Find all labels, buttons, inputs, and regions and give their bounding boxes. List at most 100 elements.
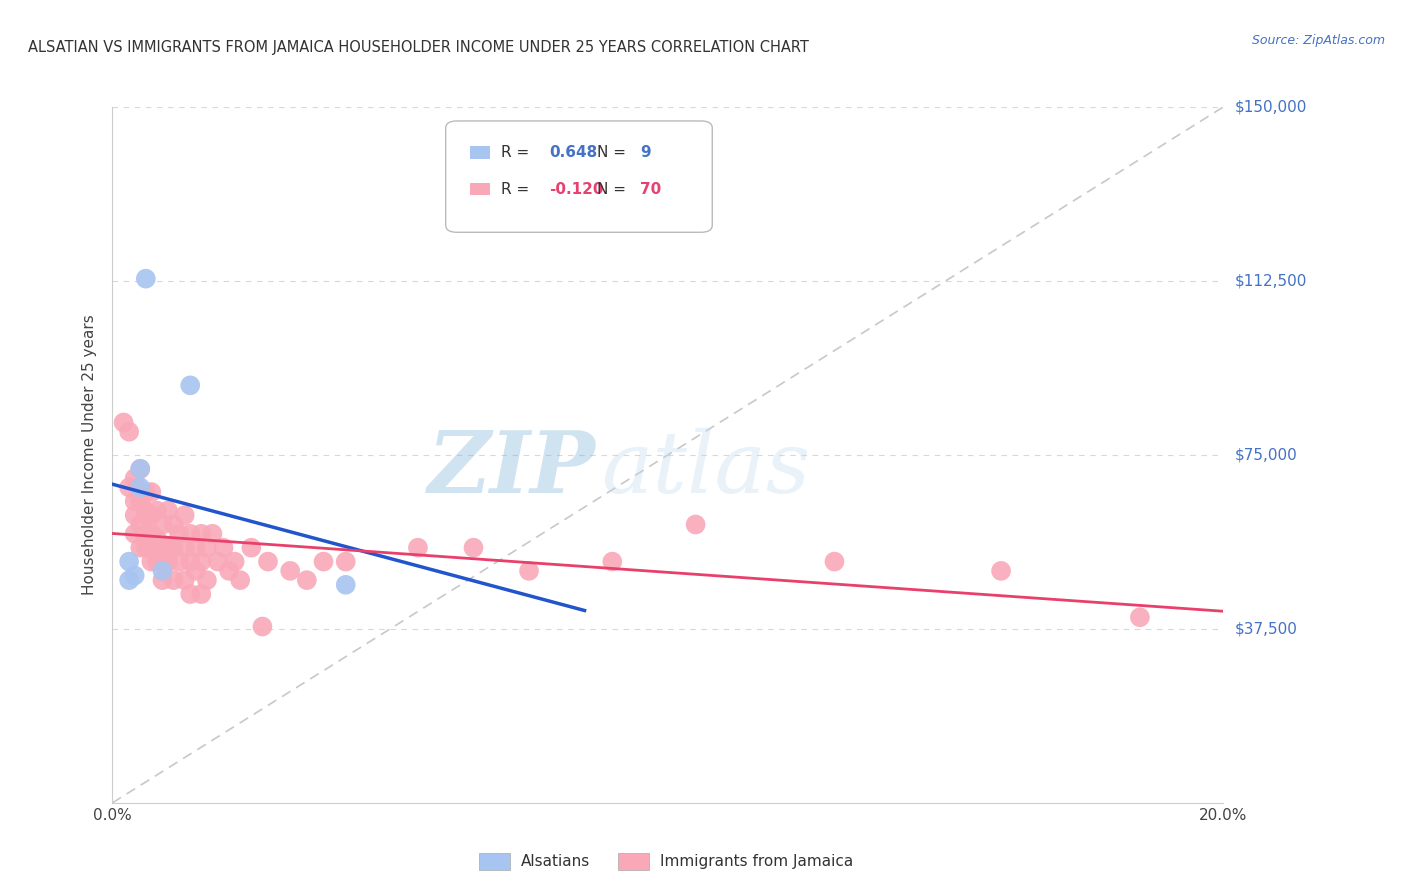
Point <box>257 555 280 569</box>
Bar <box>617 853 650 871</box>
Point <box>129 517 152 532</box>
Bar <box>479 853 510 871</box>
Point <box>157 555 180 569</box>
Point <box>141 541 163 555</box>
Point <box>602 555 624 569</box>
Point <box>152 573 174 587</box>
Point <box>335 555 357 569</box>
Text: 0.648: 0.648 <box>548 145 598 160</box>
Point <box>517 564 540 578</box>
Point <box>201 526 224 541</box>
Point <box>224 555 246 569</box>
Point <box>157 541 180 555</box>
Point <box>146 532 169 546</box>
Point <box>173 508 195 523</box>
FancyBboxPatch shape <box>446 121 713 232</box>
Point <box>135 503 157 517</box>
Point <box>152 564 174 578</box>
Text: R =: R = <box>501 182 534 196</box>
Point <box>278 564 301 578</box>
Point <box>184 564 207 578</box>
Text: ALSATIAN VS IMMIGRANTS FROM JAMAICA HOUSEHOLDER INCOME UNDER 25 YEARS CORRELATIO: ALSATIAN VS IMMIGRANTS FROM JAMAICA HOUS… <box>28 40 808 55</box>
Point <box>335 578 357 592</box>
Point <box>190 555 212 569</box>
Point <box>141 555 163 569</box>
Point <box>212 541 235 555</box>
Point <box>179 555 201 569</box>
Point <box>129 541 152 555</box>
Point <box>162 517 184 532</box>
Point <box>152 541 174 555</box>
Text: $37,500: $37,500 <box>1234 622 1298 636</box>
Text: $112,500: $112,500 <box>1234 274 1306 288</box>
Point <box>112 416 135 430</box>
Point <box>135 508 157 523</box>
Point <box>124 471 146 485</box>
Bar <box>470 146 491 159</box>
Point <box>406 541 429 555</box>
Point <box>118 425 141 439</box>
Point <box>135 485 157 500</box>
Point <box>124 568 146 582</box>
Point <box>118 555 141 569</box>
Point <box>162 541 184 555</box>
Point <box>190 587 212 601</box>
Point <box>463 541 485 555</box>
Point <box>173 573 195 587</box>
Point <box>135 541 157 555</box>
Point <box>173 541 195 555</box>
Text: atlas: atlas <box>602 427 810 510</box>
Point <box>184 541 207 555</box>
Point <box>141 508 163 523</box>
Point <box>135 271 157 285</box>
Point <box>990 564 1012 578</box>
Point <box>312 555 335 569</box>
Text: ZIP: ZIP <box>427 427 596 510</box>
Text: 9: 9 <box>640 145 651 160</box>
Point <box>240 541 263 555</box>
Point <box>141 526 163 541</box>
Bar <box>470 183 491 195</box>
Point <box>162 573 184 587</box>
Text: $150,000: $150,000 <box>1234 100 1306 114</box>
Point <box>207 555 229 569</box>
Point <box>252 619 274 633</box>
Text: $75,000: $75,000 <box>1234 448 1298 462</box>
Text: Alsatians: Alsatians <box>522 854 591 869</box>
Point <box>179 378 201 392</box>
Point <box>152 517 174 532</box>
Point <box>218 564 240 578</box>
Point <box>141 485 163 500</box>
Point <box>229 573 252 587</box>
Text: Source: ZipAtlas.com: Source: ZipAtlas.com <box>1251 34 1385 47</box>
Point <box>146 555 169 569</box>
Point <box>685 517 707 532</box>
Point <box>190 526 212 541</box>
Point <box>152 555 174 569</box>
Point <box>295 573 318 587</box>
Point <box>124 508 146 523</box>
Text: N =: N = <box>596 182 631 196</box>
Text: R =: R = <box>501 145 534 160</box>
Point <box>135 526 157 541</box>
Point <box>118 480 141 494</box>
Point <box>129 462 152 476</box>
Point <box>179 526 201 541</box>
Point <box>824 555 846 569</box>
Point <box>195 541 218 555</box>
Text: -0.120: -0.120 <box>548 182 603 196</box>
Point <box>118 573 141 587</box>
Point <box>167 526 190 541</box>
Text: Immigrants from Jamaica: Immigrants from Jamaica <box>659 854 853 869</box>
Text: 70: 70 <box>640 182 661 196</box>
Y-axis label: Householder Income Under 25 years: Householder Income Under 25 years <box>82 315 97 595</box>
Text: N =: N = <box>596 145 631 160</box>
Point <box>195 573 218 587</box>
Point <box>124 526 146 541</box>
Point <box>179 587 201 601</box>
Point <box>129 462 152 476</box>
Point <box>129 494 152 508</box>
Point <box>129 480 152 494</box>
Point <box>157 503 180 517</box>
Point <box>1129 610 1152 624</box>
